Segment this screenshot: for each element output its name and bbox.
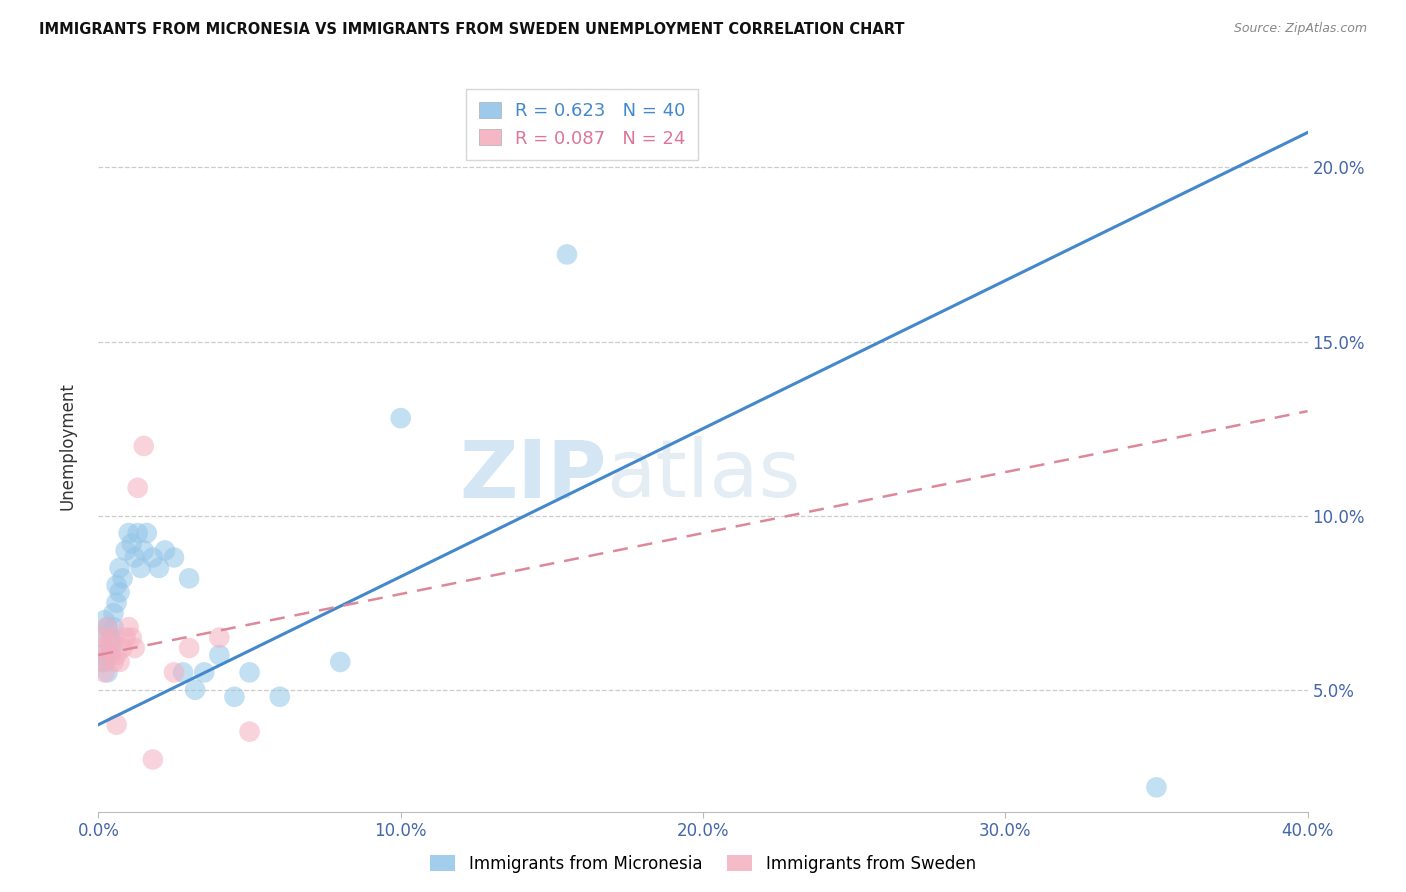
Point [132, 439, 155, 453]
Point [179, 640, 201, 655]
Point [172, 665, 194, 680]
Point [108, 561, 131, 575]
Point [100, 631, 122, 645]
Point [96, 648, 118, 662]
Point [93, 613, 115, 627]
Point [90, 631, 112, 645]
Point [100, 648, 122, 662]
Point [121, 631, 143, 645]
Point [193, 665, 215, 680]
Point [124, 640, 146, 655]
Point [111, 640, 134, 655]
Point [103, 620, 125, 634]
Point [96, 665, 118, 680]
Point [124, 550, 146, 565]
Point [127, 526, 149, 541]
Point [108, 585, 131, 599]
Text: atlas: atlas [606, 436, 800, 515]
Point [105, 648, 128, 662]
Point [142, 752, 165, 766]
Point [389, 411, 412, 425]
Point [208, 631, 231, 645]
Text: ZIP: ZIP [458, 436, 606, 515]
Point [103, 655, 125, 669]
Point [163, 665, 186, 680]
Point [114, 631, 136, 645]
Point [555, 247, 578, 261]
Point [135, 526, 157, 541]
Point [239, 724, 262, 739]
Point [208, 648, 231, 662]
Point [105, 596, 128, 610]
Point [184, 682, 207, 697]
Point [239, 665, 262, 680]
Point [142, 550, 165, 565]
Point [103, 631, 125, 645]
Text: IMMIGRANTS FROM MICRONESIA VS IMMIGRANTS FROM SWEDEN UNEMPLOYMENT CORRELATION CH: IMMIGRANTS FROM MICRONESIA VS IMMIGRANTS… [39, 22, 905, 37]
Point [111, 571, 134, 585]
Point [179, 571, 201, 585]
Point [96, 620, 118, 634]
Point [224, 690, 246, 704]
Point [269, 690, 291, 704]
Y-axis label: Unemployment: Unemployment [59, 382, 77, 510]
Point [93, 665, 115, 680]
Point [114, 543, 136, 558]
Point [103, 638, 125, 652]
Point [153, 543, 176, 558]
Point [103, 606, 125, 620]
Point [90, 640, 112, 655]
Point [105, 578, 128, 592]
Point [108, 655, 131, 669]
Point [118, 526, 141, 541]
Point [96, 620, 118, 634]
Point [118, 620, 141, 634]
Point [132, 543, 155, 558]
Point [163, 550, 186, 565]
Point [90, 648, 112, 662]
Point [100, 638, 122, 652]
Point [93, 655, 115, 669]
Point [127, 481, 149, 495]
Point [121, 536, 143, 550]
Point [1144, 780, 1167, 795]
Text: Source: ZipAtlas.com: Source: ZipAtlas.com [1233, 22, 1367, 36]
Point [129, 561, 152, 575]
Legend: R = 0.623   N = 40, R = 0.087   N = 24: R = 0.623 N = 40, R = 0.087 N = 24 [467, 89, 697, 161]
Legend: Immigrants from Micronesia, Immigrants from Sweden: Immigrants from Micronesia, Immigrants f… [423, 848, 983, 880]
Point [105, 717, 128, 731]
Point [148, 561, 170, 575]
Point [90, 655, 112, 669]
Point [93, 631, 115, 645]
Point [329, 655, 352, 669]
